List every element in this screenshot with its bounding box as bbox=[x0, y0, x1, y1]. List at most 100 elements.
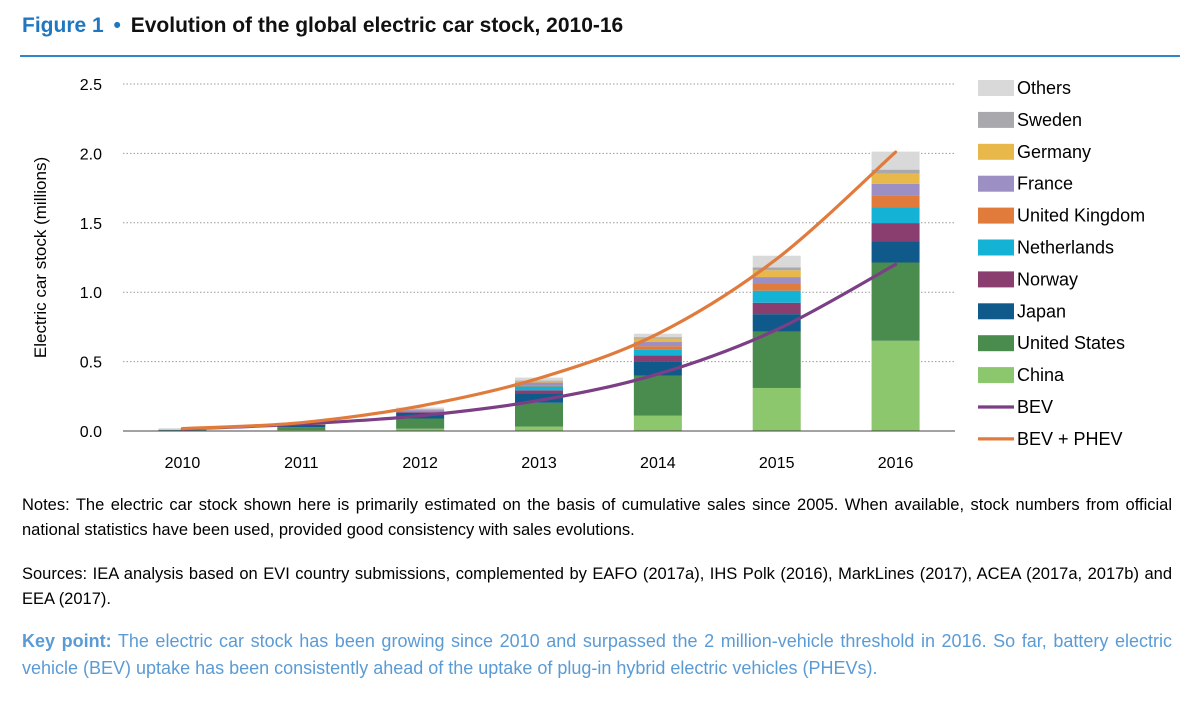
x-axis-ticks: 2010 2011 2012 2013 2014 2015 2016 bbox=[165, 455, 914, 472]
y-tick-label: 2.0 bbox=[80, 146, 102, 163]
bar-segment-china bbox=[871, 340, 920, 431]
bar-segment-norway bbox=[515, 390, 563, 394]
bar-segment-norway bbox=[396, 412, 445, 413]
bar-segment-united-states bbox=[633, 375, 682, 416]
legend-swatch-japan bbox=[978, 303, 1014, 320]
legend-swatch-norway bbox=[978, 271, 1014, 288]
bar-segment-sweden bbox=[871, 169, 920, 174]
line-bev-phev bbox=[180, 150, 898, 431]
legend-label-germany: Germany bbox=[1017, 142, 1091, 162]
legend-label-bev: BEV bbox=[1017, 397, 1053, 417]
legend-label-others: Others bbox=[1017, 78, 1071, 98]
y-tick-label: 0.5 bbox=[80, 355, 102, 372]
bar-segment-china bbox=[396, 428, 445, 431]
bar-segment-united-kingdom bbox=[396, 410, 445, 412]
y-axis-ticks: 0.0 0.5 1.0 1.5 2.0 2.5 bbox=[80, 77, 102, 441]
bar-segment-france bbox=[633, 342, 682, 347]
legend-label-united-states: United States bbox=[1017, 333, 1125, 353]
legend-label-sweden: Sweden bbox=[1017, 110, 1082, 130]
legend-swatch-china bbox=[978, 367, 1014, 384]
x-tick-label: 2012 bbox=[402, 455, 438, 472]
title-rule bbox=[20, 55, 1180, 57]
x-tick-label: 2011 bbox=[284, 455, 319, 472]
bar-segment-united-kingdom bbox=[515, 385, 563, 387]
x-tick-label: 2016 bbox=[878, 455, 914, 472]
bar-segment-germany bbox=[752, 270, 801, 278]
legend-swatch-united-states bbox=[978, 335, 1014, 352]
legend-label-united-kingdom: United Kingdom bbox=[1017, 206, 1145, 226]
notes-text: Notes: The electric car stock shown here… bbox=[22, 496, 1172, 539]
y-axis-label: Electric car stock (millions) bbox=[31, 157, 50, 358]
grid-lines bbox=[123, 83, 955, 363]
bar-segment-netherlands bbox=[871, 207, 920, 224]
legend-label-china: China bbox=[1017, 365, 1065, 385]
bar-segment-netherlands bbox=[515, 386, 563, 391]
bar-segment-sweden bbox=[396, 408, 445, 410]
bar-segment-united-states bbox=[752, 331, 801, 388]
bar-segment-japan bbox=[515, 393, 563, 403]
y-tick-label: 2.5 bbox=[80, 77, 102, 94]
series-lines bbox=[180, 150, 898, 431]
key-point-label: Key point: bbox=[22, 631, 112, 651]
x-tick-label: 2014 bbox=[640, 455, 676, 472]
legend-label-france: France bbox=[1017, 174, 1073, 194]
sources-text: Sources: IEA analysis based on EVI count… bbox=[22, 565, 1172, 608]
legend-swatch-netherlands bbox=[978, 239, 1014, 256]
bar-segment-japan bbox=[752, 314, 801, 332]
legend-swatch-others bbox=[978, 80, 1014, 96]
legend-swatch-united-kingdom bbox=[978, 207, 1014, 224]
figure-header: Figure 1 • Evolution of the global elect… bbox=[22, 14, 623, 38]
legend-swatch-france bbox=[978, 175, 1014, 192]
legend-label-bev-phev: BEV + PHEV bbox=[1017, 429, 1123, 449]
bar-segment-france bbox=[396, 409, 445, 411]
figure-bullet: • bbox=[113, 14, 121, 37]
bar-segment-sweden bbox=[752, 267, 801, 271]
bar-segment-netherlands bbox=[752, 290, 801, 303]
figure-title: Evolution of the global electric car sto… bbox=[130, 14, 624, 37]
bar-segment-france bbox=[515, 382, 563, 386]
key-point-text: The electric car stock has been growing … bbox=[22, 631, 1172, 678]
x-tick-label: 2015 bbox=[759, 455, 795, 472]
legend-swatch-sweden bbox=[978, 111, 1014, 128]
bar-segment-united-states bbox=[396, 418, 445, 429]
legend: Others Sweden Germany France United Kingdom N… bbox=[978, 78, 1145, 449]
bar-segment-united-kingdom bbox=[633, 346, 682, 350]
bar-segment-united-kingdom bbox=[752, 284, 801, 291]
bar-segment-united-states bbox=[871, 262, 920, 341]
y-tick-label: 1.0 bbox=[80, 285, 102, 302]
bars bbox=[123, 151, 955, 432]
bar-segment-netherlands bbox=[633, 349, 682, 356]
bar-segment-china bbox=[752, 387, 801, 431]
bar-segment-china bbox=[515, 426, 563, 431]
bar-segment-japan bbox=[277, 424, 326, 428]
bar-segment-norway bbox=[871, 223, 920, 242]
bar-segment-china bbox=[633, 415, 682, 431]
bar-segment-france bbox=[752, 277, 801, 285]
legend-label-norway: Norway bbox=[1017, 269, 1078, 289]
bar-segment-germany bbox=[515, 380, 563, 383]
bar-segment-japan bbox=[871, 241, 920, 263]
y-tick-label: 1.5 bbox=[80, 216, 102, 233]
chart: 0.00.51.01.52.02.5 2010 2011 2012 2013 2014 2… bbox=[31, 77, 1145, 472]
bar-segment-united-states bbox=[515, 402, 563, 427]
bar-segment-norway bbox=[752, 302, 801, 315]
x-tick-label: 2013 bbox=[521, 455, 557, 472]
bar-segment-united-kingdom bbox=[871, 195, 920, 208]
legend-swatch-germany bbox=[978, 143, 1014, 160]
figure-label: Figure 1 bbox=[22, 14, 104, 37]
bar-segment-others bbox=[752, 255, 801, 268]
bar-segment-germany bbox=[633, 338, 682, 343]
bar-segment-norway bbox=[633, 355, 682, 362]
y-tick-label: 0.0 bbox=[80, 424, 102, 441]
key-point: Key point: The electric car stock has be… bbox=[22, 628, 1172, 682]
bar-segment-sweden bbox=[515, 380, 563, 381]
legend-label-netherlands: Netherlands bbox=[1017, 238, 1114, 258]
bar-segment-germany bbox=[871, 173, 920, 184]
bar-segment-others bbox=[396, 407, 445, 409]
bar-segment-sweden bbox=[633, 337, 682, 339]
bar-segment-united-states bbox=[277, 427, 326, 431]
bar-segment-netherlands bbox=[396, 411, 445, 413]
legend-label-japan: Japan bbox=[1017, 301, 1066, 321]
x-tick-label: 2010 bbox=[165, 455, 201, 472]
bar-segment-france bbox=[871, 183, 920, 196]
